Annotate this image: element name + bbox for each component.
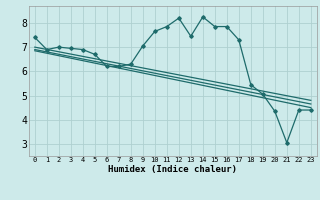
X-axis label: Humidex (Indice chaleur): Humidex (Indice chaleur) [108,165,237,174]
